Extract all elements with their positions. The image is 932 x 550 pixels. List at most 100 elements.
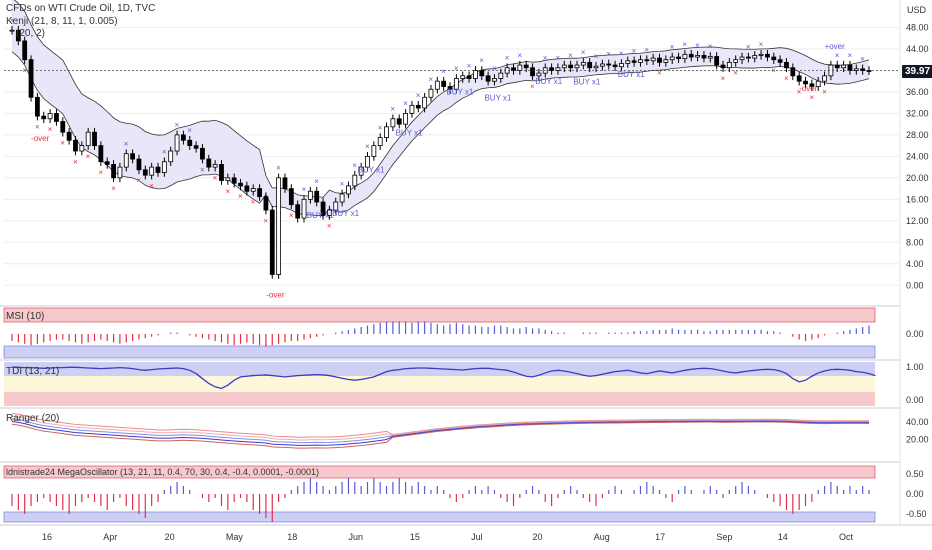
candle-body: [403, 113, 408, 125]
msi-upper-zone: [3, 307, 876, 323]
buy-marker: ×: [467, 62, 472, 71]
candle-body: [784, 61, 789, 69]
buy-annotation: BUY x1: [396, 128, 424, 137]
buy-marker: ×: [708, 42, 713, 51]
candle-body: [263, 196, 269, 211]
candle-body: [593, 65, 599, 69]
candle-body: [511, 67, 516, 71]
currency-label: USD: [907, 5, 927, 15]
candle-body: [282, 177, 288, 189]
candle-body: [358, 166, 364, 176]
candle-body: [371, 145, 377, 157]
y-tick-label: 8.00: [906, 237, 924, 247]
buy-marker: ×: [505, 53, 510, 62]
candle-body: [587, 61, 593, 69]
msi-label[interactable]: MSI (10): [6, 311, 45, 322]
candle-body: [580, 61, 586, 66]
over-annotation: -over: [266, 290, 285, 299]
ranger-band: [11, 420, 870, 446]
indicator-bands-label[interactable]: (20, 2): [16, 28, 45, 39]
candle-body: [619, 63, 624, 68]
y-tick-label: 44.00: [906, 44, 929, 54]
sell-marker: ×: [136, 176, 141, 185]
candle-body: [34, 96, 40, 117]
candle-body: [79, 145, 85, 152]
sell-marker: ×: [48, 125, 53, 134]
candle-body: [752, 55, 758, 59]
ranger-label[interactable]: Ranger (20): [6, 413, 60, 424]
candle-body: [168, 150, 174, 163]
mega-tick: 0.00: [906, 489, 924, 499]
candle-body: [149, 166, 155, 176]
tdi-label[interactable]: TDI (13, 21): [6, 366, 60, 377]
tdi-line: [11, 366, 876, 390]
x-tick-label: 20: [165, 532, 175, 542]
buy-marker: ×: [276, 164, 281, 173]
sell-marker: ×: [98, 168, 103, 177]
candle-body: [726, 61, 732, 69]
candle-body: [777, 59, 783, 63]
candle-body: [707, 56, 713, 59]
candle-body: [225, 177, 231, 181]
buy-marker: ×: [454, 64, 459, 73]
indicator-kenji-label[interactable]: Kenji (21, 8, 11, 1, 0.005): [6, 16, 118, 27]
buy-marker: ×: [492, 64, 497, 73]
buy-marker: ×: [759, 40, 764, 49]
buy-marker: ×: [416, 91, 421, 100]
candle-body: [644, 59, 650, 62]
candle-body: [479, 70, 485, 77]
y-tick-label: 36.00: [906, 87, 929, 97]
candle-body: [130, 153, 136, 160]
candle-body: [15, 29, 21, 42]
buy-marker: ×: [352, 161, 357, 170]
buy-annotation: BUY x1: [332, 209, 360, 218]
candle-body: [346, 185, 351, 195]
candle-body: [180, 134, 186, 141]
candle-body: [352, 174, 358, 187]
x-tick-label: Apr: [103, 532, 117, 542]
buy-marker: ×: [581, 48, 586, 57]
candle-body: [523, 64, 529, 69]
buy-marker: ×: [632, 46, 637, 55]
buy-marker: ×: [403, 99, 408, 108]
sell-marker: ×: [60, 139, 65, 148]
y-tick-label: 48.00: [906, 22, 929, 32]
candle-body: [657, 57, 662, 63]
x-tick-label: Sep: [716, 532, 732, 542]
buy-marker: ×: [543, 53, 548, 62]
candle-body: [244, 185, 250, 192]
candle-body: [276, 177, 282, 275]
ranger-band: [11, 412, 870, 438]
candle-body: [111, 164, 116, 179]
buy-marker: ×: [340, 180, 345, 189]
sell-marker: ×: [530, 82, 535, 91]
sell-marker: ×: [289, 211, 294, 220]
buy-annotation: BUY x1: [446, 88, 474, 97]
candle-body: [688, 53, 694, 58]
candle-body: [568, 64, 574, 69]
buy-marker: ×: [302, 185, 307, 194]
candle-body: [460, 75, 466, 79]
candle-body: [796, 75, 802, 82]
candle-body: [599, 63, 605, 67]
candle-body: [663, 59, 669, 63]
x-tick-label: Aug: [594, 532, 610, 542]
buy-marker: ×: [162, 147, 167, 156]
candle-body: [860, 68, 866, 71]
candle-body: [441, 80, 447, 87]
buy-marker: ×: [606, 50, 611, 59]
sell-marker: ×: [327, 222, 332, 231]
candle-body: [650, 57, 656, 62]
y-tick-label: 16.00: [906, 194, 929, 204]
y-tick-label: 0.00: [906, 280, 924, 290]
megaoscillator-label[interactable]: ldnistrade24 MegaOscillator (13, 21, 11,…: [6, 467, 320, 477]
sell-marker: ×: [35, 122, 40, 131]
candle-body: [803, 80, 808, 85]
sell-marker: ×: [733, 69, 738, 78]
over-annotation: -over: [31, 134, 50, 143]
candle-body: [238, 182, 243, 187]
buy-marker: ×: [555, 53, 560, 62]
candle-body: [466, 75, 472, 79]
candle-body: [561, 64, 567, 69]
